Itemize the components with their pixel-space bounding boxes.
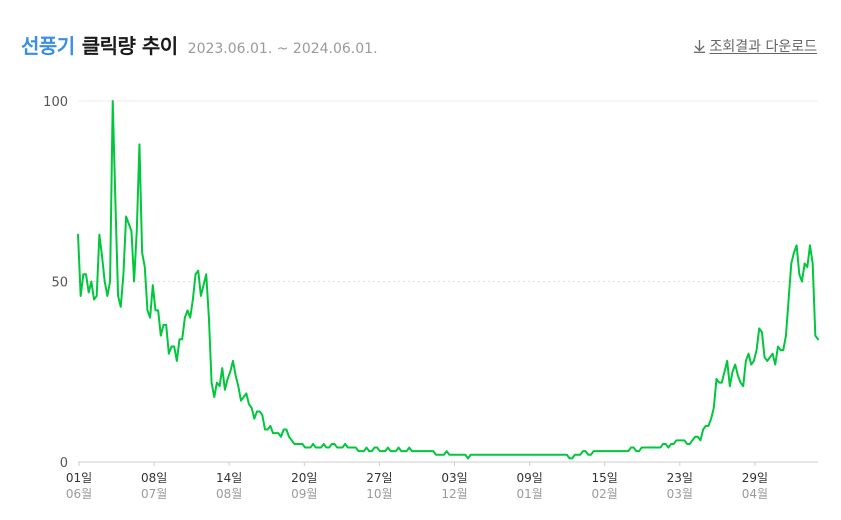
x-axis: 01일 06월 08일 07월 14일 08월 20일 09월 27일 10월 03일 12월 09일 0… [66, 462, 768, 501]
x-tick-month: 03월 [667, 487, 693, 501]
x-tick-day: 20일 [291, 471, 317, 485]
x-tick-day: 09일 [516, 471, 542, 485]
x-tick-day: 03일 [441, 471, 467, 485]
chart-header: 선풍기 클릭량 추이 2023.06.01. ~ 2024.06.01. [21, 30, 378, 60]
x-tick-month: 08월 [216, 487, 242, 501]
click-volume-line[interactable] [77, 100, 819, 460]
download-label: 조회결과 다운로드 [709, 39, 818, 55]
x-tick-day: 29일 [742, 471, 768, 485]
x-tick-month: 12월 [441, 487, 467, 501]
y-axis: 0 50 100 [43, 95, 68, 471]
x-tick-day: 23일 [667, 471, 693, 485]
x-tick-day: 27일 [366, 471, 392, 485]
x-tick-month: 06월 [66, 487, 92, 501]
y-tick-label: 100 [43, 95, 68, 110]
x-tick-month: 04월 [742, 487, 768, 501]
x-tick-month: 09월 [291, 487, 317, 501]
title-keyword: 선풍기 [21, 34, 75, 58]
download-arrow-icon [693, 40, 705, 53]
x-tick-month: 10월 [366, 487, 392, 501]
x-tick-month: 07월 [141, 487, 167, 501]
x-tick-month: 02월 [592, 487, 618, 501]
title-text: 클릭량 추이 [81, 34, 178, 58]
y-tick-label: 0 [60, 456, 68, 471]
series-area [77, 100, 819, 460]
x-tick-day: 15일 [592, 471, 618, 485]
x-tick-day: 08일 [141, 471, 167, 485]
y-tick-label: 50 [51, 276, 68, 291]
date-range: 2023.06.01. ~ 2024.06.01. [187, 41, 378, 57]
chart-grid [78, 100, 818, 463]
x-tick-month: 01월 [516, 487, 542, 501]
download-results-link[interactable]: 조회결과 다운로드 [693, 36, 818, 56]
x-tick-day: 01일 [66, 471, 92, 485]
x-tick-day: 14일 [216, 471, 242, 485]
